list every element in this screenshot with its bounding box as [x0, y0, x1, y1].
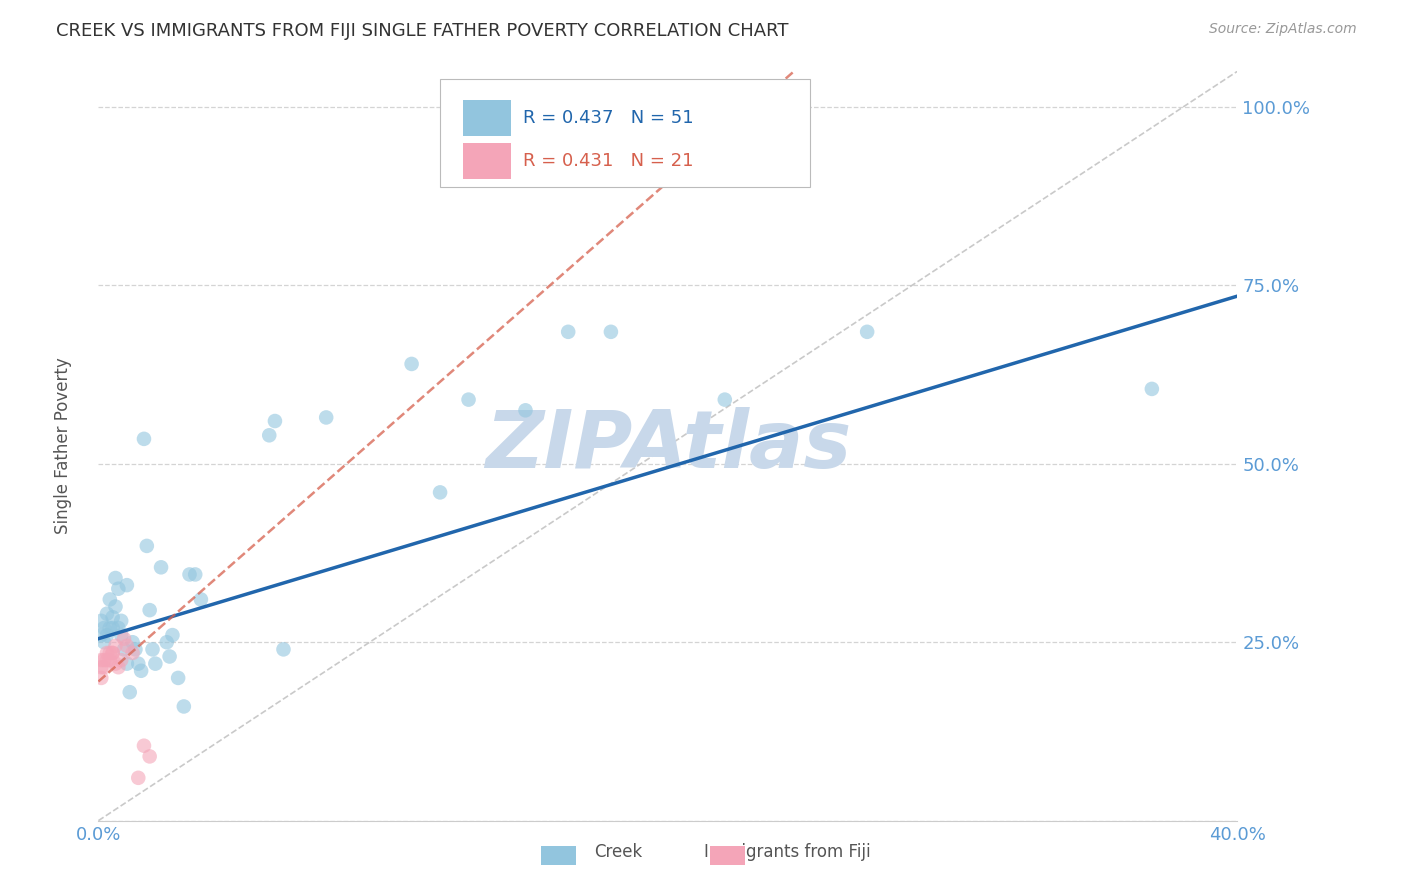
Point — [107, 660, 129, 674]
Point — [96, 646, 118, 660]
Text: R = 0.437   N = 51: R = 0.437 N = 51 — [523, 109, 693, 127]
Point — [856, 325, 879, 339]
FancyBboxPatch shape — [463, 143, 510, 178]
Point — [93, 635, 115, 649]
Point — [159, 649, 181, 664]
Point — [101, 610, 124, 624]
Point — [93, 660, 115, 674]
Point — [273, 642, 295, 657]
Point — [557, 325, 579, 339]
Point — [135, 539, 157, 553]
Point — [107, 582, 129, 596]
Point — [110, 653, 132, 667]
Text: R = 0.431   N = 21: R = 0.431 N = 21 — [523, 152, 693, 169]
Point — [115, 639, 138, 653]
Point — [401, 357, 423, 371]
Point — [90, 614, 112, 628]
Point — [93, 653, 115, 667]
Point — [98, 646, 121, 660]
Point — [457, 392, 479, 407]
Point — [129, 664, 152, 678]
Point — [145, 657, 167, 671]
Point — [110, 614, 132, 628]
Point — [190, 592, 212, 607]
Point — [112, 642, 135, 657]
Point — [162, 628, 184, 642]
Point — [110, 628, 132, 642]
Point — [115, 578, 138, 592]
Point — [90, 628, 112, 642]
Point — [264, 414, 287, 428]
Point — [124, 642, 146, 657]
Point — [96, 607, 118, 621]
Text: Single Father Poverty: Single Father Poverty — [55, 358, 72, 534]
Point — [115, 657, 138, 671]
Point — [173, 699, 195, 714]
Point — [104, 599, 127, 614]
Point — [118, 685, 141, 699]
Point — [714, 392, 737, 407]
Point — [98, 653, 121, 667]
Point — [90, 653, 112, 667]
Text: ZIPAtlas: ZIPAtlas — [485, 407, 851, 485]
Text: Source: ZipAtlas.com: Source: ZipAtlas.com — [1209, 22, 1357, 37]
Point — [259, 428, 281, 442]
Point — [1140, 382, 1163, 396]
Point — [90, 660, 112, 674]
Point — [600, 325, 623, 339]
Point — [101, 646, 124, 660]
Point — [179, 567, 201, 582]
Point — [515, 403, 537, 417]
Point — [184, 567, 207, 582]
Point — [104, 639, 127, 653]
Point — [101, 621, 124, 635]
Point — [150, 560, 173, 574]
Text: Immigrants from Fiji: Immigrants from Fiji — [704, 843, 870, 861]
Point — [104, 571, 127, 585]
Point — [167, 671, 190, 685]
Point — [121, 646, 143, 660]
FancyBboxPatch shape — [463, 100, 510, 136]
Point — [132, 432, 155, 446]
Point — [98, 621, 121, 635]
Point — [96, 653, 118, 667]
Point — [107, 621, 129, 635]
FancyBboxPatch shape — [440, 78, 810, 187]
Point — [96, 628, 118, 642]
Point — [101, 646, 124, 660]
Point — [121, 635, 143, 649]
Point — [156, 635, 179, 649]
Point — [315, 410, 337, 425]
Point — [429, 485, 451, 500]
Point — [141, 642, 163, 657]
Point — [93, 621, 115, 635]
Point — [132, 739, 155, 753]
Point — [104, 657, 127, 671]
Point — [127, 657, 149, 671]
Point — [112, 632, 135, 646]
Point — [90, 671, 112, 685]
Text: Creek: Creek — [595, 843, 643, 861]
Point — [98, 592, 121, 607]
Text: CREEK VS IMMIGRANTS FROM FIJI SINGLE FATHER POVERTY CORRELATION CHART: CREEK VS IMMIGRANTS FROM FIJI SINGLE FAT… — [56, 22, 789, 40]
Point — [138, 603, 160, 617]
Point — [138, 749, 160, 764]
Point — [127, 771, 149, 785]
